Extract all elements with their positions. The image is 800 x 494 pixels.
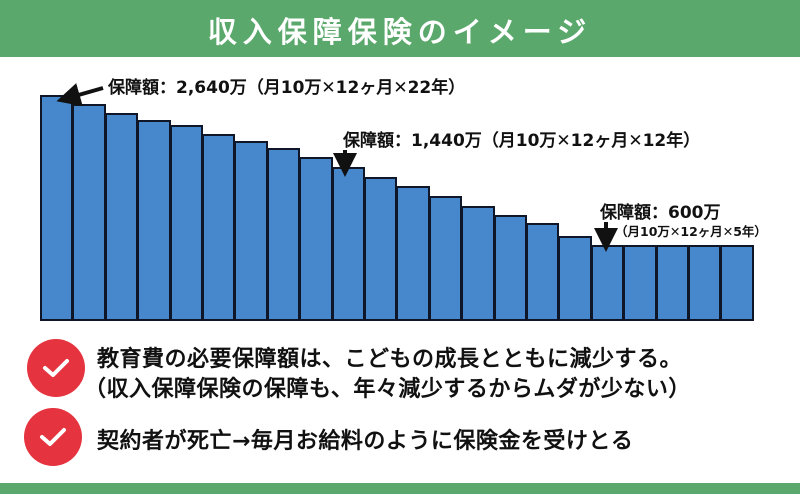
bar xyxy=(331,167,365,321)
bar xyxy=(169,125,203,321)
point-text-line1: 教育費の必要保障額は、こどもの成長とともに減少する。 xyxy=(97,347,683,372)
check-icon xyxy=(24,408,82,466)
bar xyxy=(396,186,430,321)
bar xyxy=(623,245,657,321)
annotation-last: 保障額：600万 xyxy=(600,203,721,223)
bar xyxy=(526,223,560,321)
page-title: 収入保障保険のイメージ xyxy=(207,14,593,49)
bar xyxy=(234,141,268,321)
bar xyxy=(688,245,722,321)
arrow-icon xyxy=(56,83,104,107)
bar xyxy=(137,120,171,321)
bar xyxy=(558,236,592,321)
bar xyxy=(655,245,689,321)
header-banner: 収入保障保険のイメージ xyxy=(0,0,800,57)
bar xyxy=(202,134,236,321)
bar-chart: 保障額：2,640万（月10万✕12ヶ月✕22年） 保障額：1,440万（月10… xyxy=(40,78,767,321)
bar xyxy=(40,95,74,321)
bar xyxy=(493,215,527,321)
bar xyxy=(720,245,754,321)
point-text-line1: 契約者が死亡→毎月お給料のように保険金を受けとる xyxy=(97,429,634,454)
footer-bar xyxy=(0,483,800,494)
bar xyxy=(72,104,106,321)
bar xyxy=(364,177,398,321)
annotation-last-detail: （月10万✕12ヶ月✕5年） xyxy=(615,224,767,239)
annotation-middle: 保障額：1,440万（月10万✕12ヶ月✕12年） xyxy=(343,131,701,151)
point-text-line2: （収入保障保険の保障も、年々減少するからムダが少ない） xyxy=(84,377,691,402)
bar xyxy=(461,206,495,321)
bar xyxy=(590,245,625,321)
annotation-arrows xyxy=(56,83,618,252)
check-icon xyxy=(27,339,85,397)
bar xyxy=(299,157,333,321)
bar xyxy=(266,148,301,321)
bar xyxy=(428,196,463,321)
bar xyxy=(104,113,139,321)
annotation-first: 保障額：2,640万（月10万✕12ヶ月✕22年） xyxy=(108,78,466,98)
